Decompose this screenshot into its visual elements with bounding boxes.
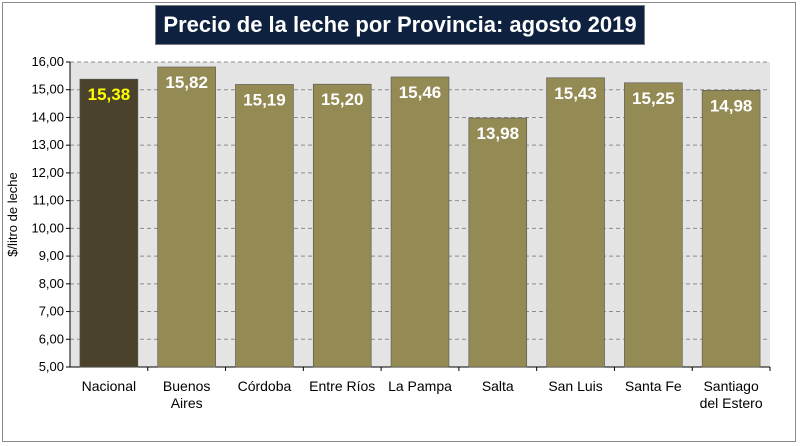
bar (79, 78, 139, 368)
chart-title: Precio de la leche por Provincia: agosto… (155, 5, 645, 45)
y-tick-label: 7,00 (39, 304, 64, 319)
x-tick-label: Córdoba (238, 378, 292, 394)
bar (546, 77, 605, 368)
x-tick-label: Buenos Aires (163, 378, 210, 411)
x-tick-label: Nacional (82, 378, 136, 394)
y-tick-label: 5,00 (39, 359, 64, 374)
x-tick-label: Entre Ríos (309, 378, 375, 394)
x-tick-label: San Luis (548, 378, 602, 394)
y-tick-label: 16,00 (31, 54, 64, 69)
data-label: 15,46 (399, 83, 442, 102)
data-label: 15,19 (243, 90, 286, 109)
y-tick-label: 11,00 (32, 193, 64, 208)
x-tick-label: La Pampa (388, 378, 452, 394)
y-axis-label: $/litro de leche (5, 172, 20, 257)
y-tick-label: 10,00 (31, 220, 64, 235)
y-tick-label: 12,00 (31, 165, 64, 180)
bar (468, 117, 528, 368)
bar (390, 76, 450, 368)
bar (312, 83, 372, 368)
bar (235, 84, 294, 368)
data-label: 15,43 (554, 84, 597, 103)
data-label: 15,25 (632, 89, 675, 108)
y-tick-label: 6,00 (39, 331, 64, 346)
x-tick-label: Santa Fe (625, 378, 682, 394)
data-label: 13,98 (477, 124, 520, 143)
data-label: 15,82 (165, 73, 208, 92)
bar (157, 66, 216, 368)
data-label: 15,20 (321, 90, 364, 109)
x-tick-label: Santiago del Estero (700, 378, 763, 411)
bar (624, 82, 683, 368)
y-tick-label: 13,00 (31, 137, 64, 152)
bar (701, 89, 761, 368)
data-label: 15,38 (88, 85, 131, 104)
y-tick-label: 15,00 (31, 82, 64, 97)
y-tick-label: 14,00 (31, 109, 64, 124)
y-tick-label: 8,00 (39, 276, 64, 291)
x-tick-label: Salta (482, 378, 514, 394)
data-label: 14,98 (710, 96, 753, 115)
y-tick-label: 9,00 (39, 248, 64, 263)
